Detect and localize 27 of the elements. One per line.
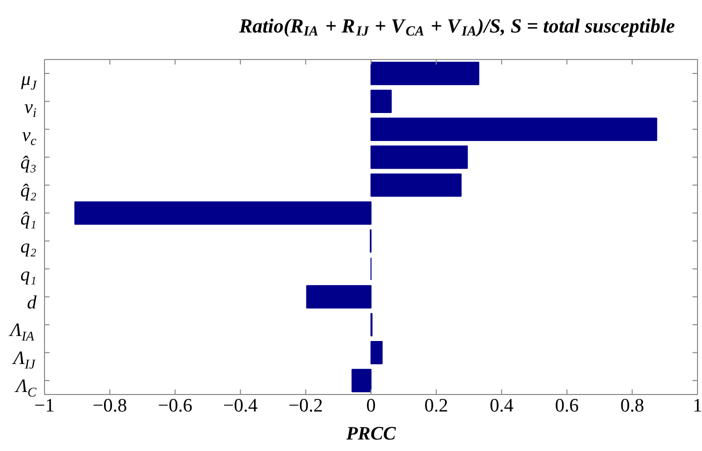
x-tick-label: 0 — [366, 396, 376, 416]
x-tick-label: 1 — [692, 396, 702, 416]
bar — [370, 90, 392, 114]
x-tick-label: −0.8 — [92, 396, 128, 416]
bar — [74, 201, 372, 225]
y-tick-label: q₁ — [20, 264, 37, 286]
x-tick-label: −0.6 — [158, 396, 192, 416]
x-axis-title: PRCC — [345, 424, 396, 444]
bar — [370, 173, 462, 197]
bar — [352, 368, 372, 392]
bar — [370, 62, 480, 86]
y-tick-label: q̂₂ — [20, 180, 37, 202]
x-tick-label: −0.2 — [288, 396, 323, 416]
y-tick-label: d — [27, 292, 37, 314]
y-tick-label: q̂₃ — [20, 152, 37, 174]
x-tick-label: 0.6 — [555, 396, 579, 416]
y-tick-label: q̂₁ — [20, 208, 37, 230]
bar — [370, 146, 468, 169]
x-tick-label: −1 — [34, 396, 55, 416]
x-tick-label: −0.4 — [223, 396, 258, 416]
y-tick-label: q₂ — [20, 236, 37, 258]
x-tick-label: 0.2 — [424, 396, 448, 416]
x-tick-label: 0.4 — [490, 396, 514, 416]
bar — [306, 285, 372, 308]
bar — [370, 340, 383, 364]
x-tick-label: 0.8 — [620, 396, 644, 416]
bar — [370, 118, 658, 141]
